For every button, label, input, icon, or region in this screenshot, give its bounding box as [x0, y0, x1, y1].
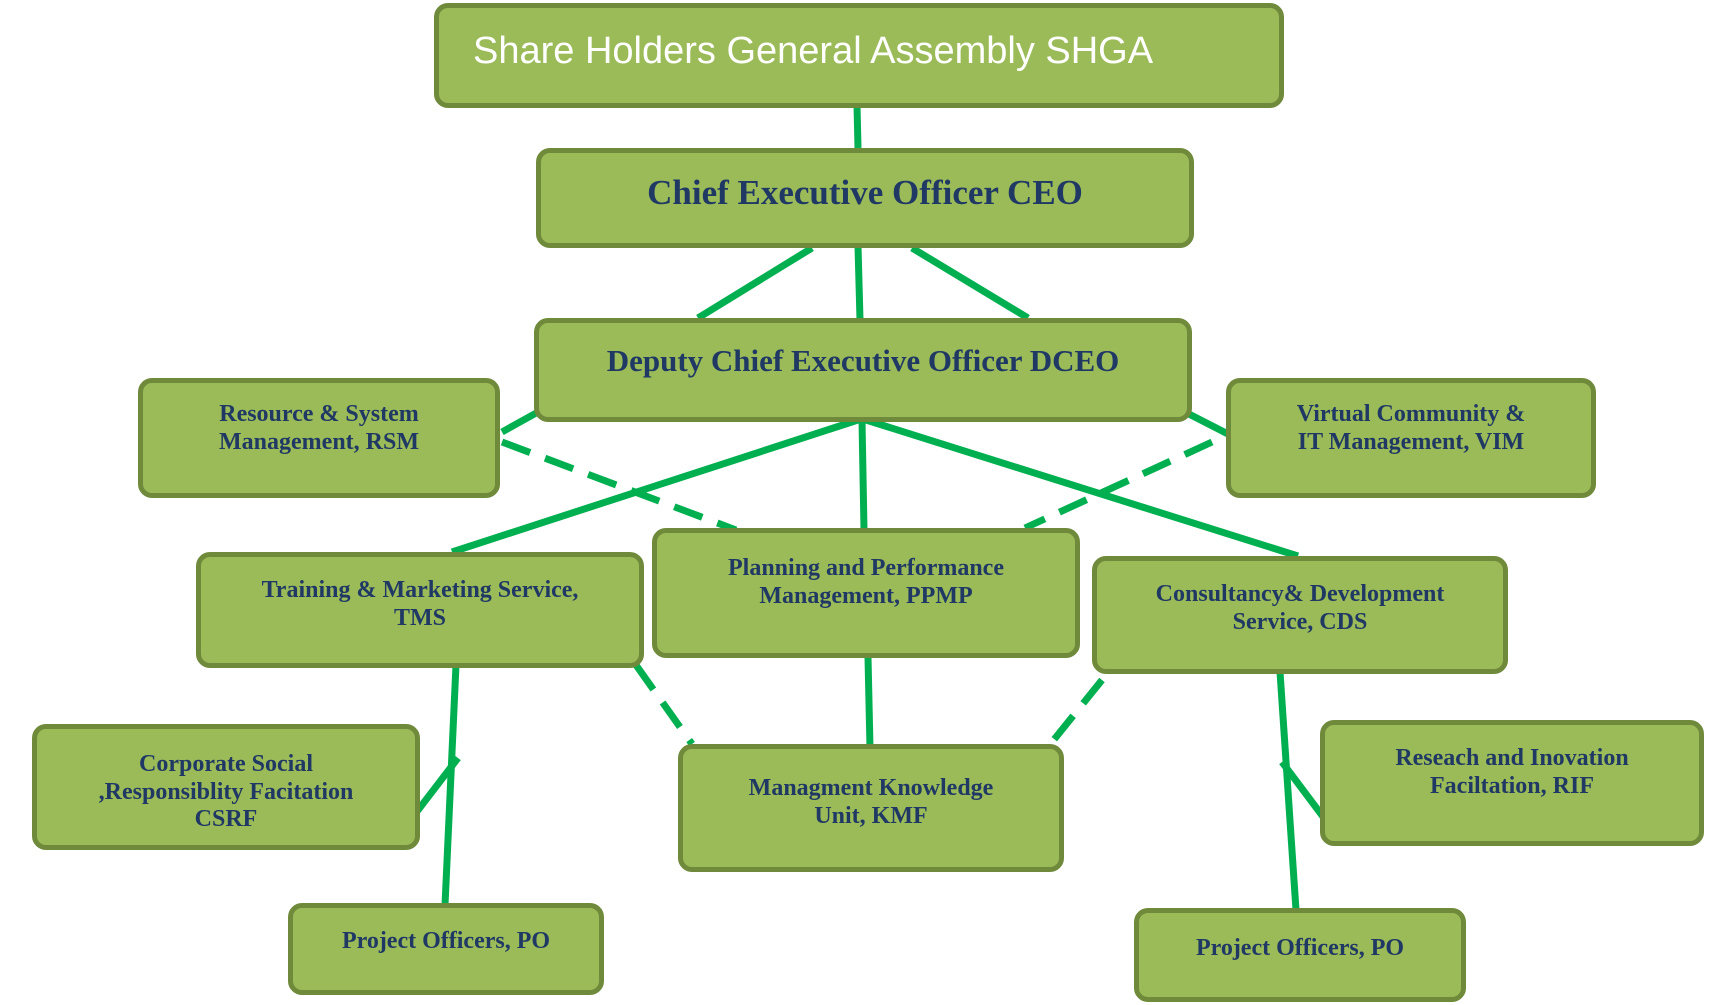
- connector-cds-po-right: [1276, 671, 1300, 911]
- dashed-vim-ppmp: [1023, 438, 1214, 532]
- connector-shga-ceo: [853, 104, 862, 149]
- node-ceo-label: Chief Executive Officer CEO: [647, 173, 1083, 212]
- node-kmf: Managment Knowledge Unit, KMF: [678, 744, 1064, 872]
- node-po-left: Project Officers, PO: [288, 903, 604, 995]
- node-csrf: Corporate Social ,Responsiblity Facitati…: [32, 724, 420, 850]
- dashed-tms-kmf: [633, 662, 695, 747]
- connector-dceo-vim: [1183, 408, 1230, 438]
- connector-dceo-tms: [450, 416, 860, 556]
- node-cds: Consultancy& Development Service, CDS: [1092, 556, 1508, 674]
- node-dceo-label: Deputy Chief Executive Officer DCEO: [606, 343, 1120, 378]
- node-kmf-label: Managment Knowledge Unit, KMF: [748, 775, 994, 829]
- connector-ppmp-kmf: [864, 656, 874, 749]
- connector-ceo-right: [910, 245, 1030, 321]
- node-csrf-label: Corporate Social ,Responsiblity Facitati…: [98, 751, 354, 833]
- node-shga: Share Holders General Assembly SHGA: [434, 3, 1284, 108]
- node-po-left-label: Project Officers, PO: [341, 928, 551, 954]
- dashed-rsm-ppmp: [500, 438, 738, 534]
- node-ceo: Chief Executive Officer CEO: [536, 148, 1194, 248]
- node-ppmp-label: Planning and Performance Management, PPM…: [728, 555, 1004, 609]
- connector-tms-po-left: [441, 664, 460, 906]
- connector-dceo-ppmp: [858, 419, 868, 531]
- node-cds-label: Consultancy& Development Service, CDS: [1155, 581, 1445, 635]
- connector-dceo-rsm: [500, 408, 540, 436]
- node-dceo: Deputy Chief Executive Officer DCEO: [534, 318, 1192, 422]
- node-vim: Virtual Community & IT Management, VIM: [1226, 378, 1596, 498]
- connector-ceo-dceo-center: [854, 245, 864, 321]
- connector-ceo-left: [696, 245, 814, 321]
- node-rsm-label: Resource & System Management, RSM: [219, 401, 419, 455]
- node-rsm: Resource & System Management, RSM: [138, 378, 500, 498]
- node-vim-label: Virtual Community & IT Management, VIM: [1296, 401, 1526, 455]
- connector-cds-rif: [1279, 759, 1327, 821]
- node-rif: Reseach and Inovation Faciltation, RIF: [1320, 720, 1704, 846]
- node-po-right-label: Project Officers, PO: [1195, 935, 1405, 961]
- node-tms: Training & Marketing Service, TMS: [196, 552, 644, 668]
- node-tms-label: Training & Marketing Service, TMS: [261, 577, 579, 631]
- dashed-cds-kmf: [1041, 677, 1105, 755]
- node-ppmp: Planning and Performance Management, PPM…: [652, 528, 1080, 658]
- connector-dceo-cds: [864, 416, 1300, 560]
- node-po-right: Project Officers, PO: [1134, 908, 1466, 1002]
- node-shga-label: Share Holders General Assembly SHGA: [473, 30, 1154, 72]
- node-rif-label: Reseach and Inovation Faciltation, RIF: [1395, 745, 1629, 799]
